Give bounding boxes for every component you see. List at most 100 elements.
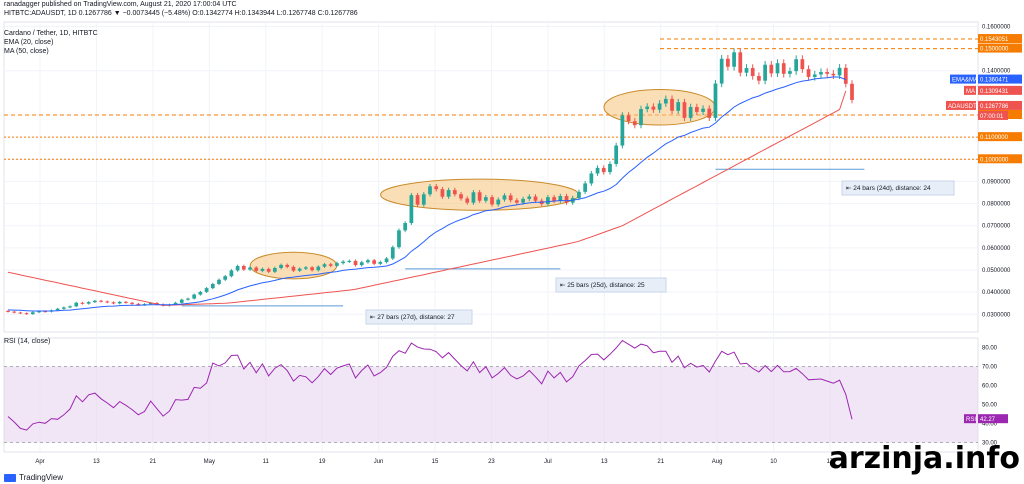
candle-body [477,192,482,201]
candle-body [521,198,525,203]
candle-body [788,71,792,74]
candle-body [682,102,687,118]
candle-body [80,302,85,304]
candle-body [117,301,122,304]
candle-body [558,196,563,201]
ema-legend[interactable]: EMA (20, close) [4,39,54,46]
candle-body [328,264,333,266]
candle-body [819,72,823,75]
time-tick-label: Apr [35,459,44,465]
measure-label: ⇤ 25 bars (25d), distance: 25 [560,282,645,289]
rsi-band [4,366,978,443]
symbol-tag-bg [946,100,976,110]
candle-body [533,196,538,201]
candle-body [254,267,259,271]
level-tag-s3: 0.1000000 [980,157,1009,163]
candle-body [508,195,513,201]
candle-body [701,108,705,112]
candle-body [266,268,271,272]
candle-body [837,67,842,76]
candle-body [111,302,116,304]
candle-body [763,64,767,81]
candle-body [18,312,23,314]
rsi-legend[interactable]: RSI (14, close) [4,338,51,345]
measure-box [365,309,473,325]
candle-body [335,263,339,266]
candle-body [850,83,854,100]
candle-body [421,194,426,205]
candle-body [285,264,290,267]
candle-body [198,291,203,295]
symbol-ohlc-line: HITBTC:ADAUSDT, 1D 0.1267786 ▼ −0.007344… [4,10,358,17]
candle-body [384,258,389,263]
level-tag-r2: 0.1500000 [980,47,1009,53]
candle-body [124,301,128,303]
candle-body [136,303,141,305]
candle-body [583,183,588,192]
candle-body [483,197,488,201]
candle-body [694,107,699,112]
ma-legend[interactable]: MA (50, close) [4,48,49,55]
candle-body [738,52,743,73]
candle-body [825,72,830,74]
candle-body [744,68,749,73]
candle-body [61,307,66,309]
time-tick-label: Aug [712,459,723,465]
candle-body [291,266,296,271]
time-tick-label: Jul [544,459,552,465]
ema-value-tag-bg [978,74,1022,84]
candle-body [546,197,550,205]
candle-body [502,195,507,200]
level-tag-s3-bg [978,154,1022,164]
candle-body [192,294,197,299]
candle-body [235,266,240,271]
time-tick-label: 23 [488,459,495,465]
candle-body [614,145,619,164]
candle-body [68,306,72,308]
rsi-line [7,339,853,431]
candle-body [446,190,451,197]
candle-body [248,267,252,270]
time-tick-label: 13 [601,459,608,465]
candle-body [148,302,153,305]
candle-body [601,167,606,173]
ema20-line [7,76,846,312]
price-tick-label: 0.0700000 [982,224,1011,230]
candle-body [719,58,724,84]
candle-body [179,299,184,303]
measure-label: ⇤ 24 bars (24d), distance: 24 [846,185,931,192]
candle-body [24,313,29,315]
candle-body [620,115,625,146]
rsi-tag: RSI [966,417,976,423]
ema-value-tag: 0.1360471 [980,78,1009,84]
symbol-tag: ADAUSDT [948,104,977,110]
candle-body [297,268,302,271]
watermark: arzinja.info [828,441,1020,476]
measure-box [841,180,955,196]
candle-body [99,300,103,302]
tradingview-logo[interactable]: TradingView [4,473,63,482]
candle-body [552,197,556,201]
time-tick-label: 10 [770,459,777,465]
candle-body [6,310,10,312]
candle-body [750,68,755,77]
ema-ma-tag-bg [950,74,976,84]
ma-tag-bg [964,85,976,95]
candle-body [310,267,314,271]
tradingview-brand: TradingView [19,473,64,482]
rsi-tick-label: 30.00 [982,441,998,447]
candle-body [757,76,761,81]
candle-body [217,279,221,284]
candle-body [527,196,532,199]
candle-body [130,302,134,304]
candle-body [515,200,519,203]
candle-body [223,276,228,280]
candle-body [726,58,730,67]
price-tick-label: 0.1600000 [982,24,1011,30]
candle-body [769,64,774,74]
time-tick-label: 15 [432,459,439,465]
last-price-tag-bg [978,100,1022,110]
candle-body [279,264,283,269]
candle-body [86,302,91,304]
